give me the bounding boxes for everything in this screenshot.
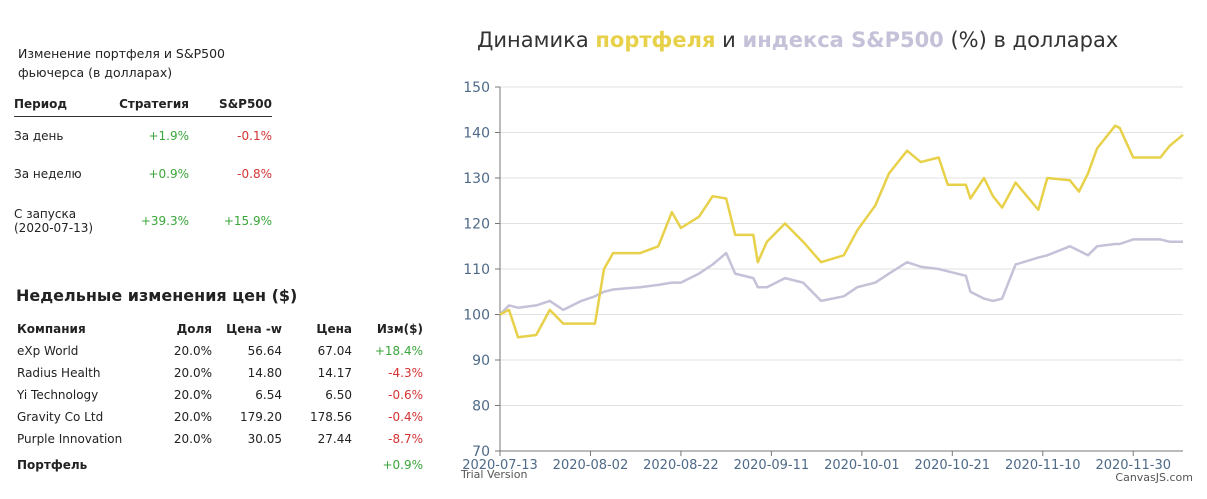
row: Gravity Co Ltd 20.0% 179.20 178.56 -0.4% <box>14 406 423 428</box>
header-row: Компания Доля Цена -w Цена Изм($) <box>14 318 423 340</box>
x-tick-label: 2020-09-11 <box>734 458 810 473</box>
header-cell: S&P500 <box>189 92 272 117</box>
cell: 20.0% <box>173 432 212 446</box>
cell: За день <box>14 129 64 143</box>
y-tick-label: 100 <box>463 308 490 324</box>
row: За неделю +0.9% -0.8% <box>14 155 272 193</box>
cell: -0.8% <box>237 167 272 181</box>
y-tick-label: 70 <box>472 444 490 460</box>
header-cell: Изм($) <box>376 322 423 336</box>
row: eXp World 20.0% 56.64 67.04 +18.4% <box>14 340 423 362</box>
y-tick-label: 120 <box>463 217 490 233</box>
header-cell: Доля <box>176 322 212 336</box>
y-tick-label: 140 <box>463 126 490 142</box>
weekly-table: Компания Доля Цена -w Цена Изм($) eXp World 2… <box>14 318 423 480</box>
cell: +15.9% <box>223 214 272 228</box>
cell: +0.9% <box>148 167 189 181</box>
cell: -0.1% <box>237 129 272 143</box>
cell: -4.3% <box>388 366 423 380</box>
cell: 6.50 <box>325 388 352 402</box>
cell: 20.0% <box>173 366 212 380</box>
y-tick-label: 130 <box>463 171 490 187</box>
chart-title: Динамика портфеля и индекса S&P500 (%) в… <box>477 28 1118 52</box>
header-cell: Цена -w <box>226 322 282 336</box>
cell: 14.80 <box>247 366 282 380</box>
cell: -0.4% <box>388 410 423 424</box>
row: Yi Technology 20.0% 6.54 6.50 -0.6% <box>14 384 423 406</box>
x-tick-label: 2020-08-02 <box>553 458 629 473</box>
cell: -8.7% <box>388 432 423 446</box>
weekly-title: Недельные изменения цен ($) <box>16 286 298 305</box>
cell: -0.6% <box>388 388 423 402</box>
series-line <box>499 124 1184 339</box>
y-tick-label: 80 <box>472 399 490 415</box>
row: Purple Innovation 20.0% 30.05 27.44 -8.7% <box>14 428 423 450</box>
x-tick-label: 2020-07-13 <box>462 458 538 473</box>
cell: Портфель <box>17 458 88 472</box>
header-cell: Компания <box>17 322 86 336</box>
title-text: (%) в долларах <box>950 28 1119 52</box>
cell: +0.9% <box>382 458 423 472</box>
series-line <box>499 238 1183 316</box>
cell: 20.0% <box>173 388 212 402</box>
cell: 20.0% <box>173 410 212 424</box>
cell: 27.44 <box>317 432 352 446</box>
cell: Gravity Co Ltd <box>17 410 104 424</box>
x-tick-label: 2020-10-01 <box>824 458 900 473</box>
x-tick-label: 2020-10-21 <box>915 458 991 473</box>
header-cell: Цена <box>316 322 352 336</box>
x-tick-label: 2020-08-22 <box>643 458 719 473</box>
watermark: Trial Version <box>460 468 527 481</box>
cell: 6.54 <box>255 388 282 402</box>
y-tick-label: 150 <box>463 80 490 96</box>
cell: Yi Technology <box>17 388 99 402</box>
cell: 20.0% <box>173 344 212 358</box>
summary-title: Изменение портфеля и S&P500 фьючерса (в … <box>18 46 226 80</box>
cell: 179.20 <box>240 410 282 424</box>
row: За день +1.9% -0.1% <box>14 117 272 156</box>
cell: 178.56 <box>310 410 352 424</box>
title-text: Динамика <box>477 28 589 52</box>
cell: За неделю <box>14 167 82 181</box>
y-tick-label: 110 <box>463 262 490 278</box>
cell: +1.9% <box>148 129 189 143</box>
title-text: и <box>722 28 736 52</box>
header-row: Период Стратегия S&P500 <box>14 92 272 117</box>
cell: 30.05 <box>247 432 282 446</box>
cell: 14.17 <box>317 366 352 380</box>
cell: +39.3% <box>140 214 189 228</box>
row: С запуска (2020-07-13) +39.3% +15.9% <box>14 193 272 249</box>
title-series: индекса S&P500 <box>742 28 944 52</box>
watermark: CanvasJS.com <box>1115 471 1193 484</box>
header-cell: Стратегия <box>119 92 189 117</box>
x-tick-label: 2020-11-30 <box>1095 458 1171 473</box>
title-series: портфеля <box>595 28 716 52</box>
footer-row: Портфель +0.9% <box>14 450 423 480</box>
cell: 56.64 <box>247 344 282 358</box>
cell: Radius Health <box>17 366 101 380</box>
summary-table: Период Стратегия S&P500 За день +1.9% -0.1… <box>14 92 272 249</box>
x-tick-label: 2020-11-10 <box>1005 458 1081 473</box>
cell: С запуска (2020-07-13) <box>14 207 94 235</box>
y-tick-label: 90 <box>472 353 490 369</box>
cell: Purple Innovation <box>17 432 123 446</box>
header-cell: Период <box>14 92 119 117</box>
cell: 67.04 <box>317 344 352 358</box>
cell: eXp World <box>17 344 79 358</box>
cell: +18.4% <box>374 344 423 358</box>
row: Radius Health 20.0% 14.80 14.17 -4.3% <box>14 362 423 384</box>
